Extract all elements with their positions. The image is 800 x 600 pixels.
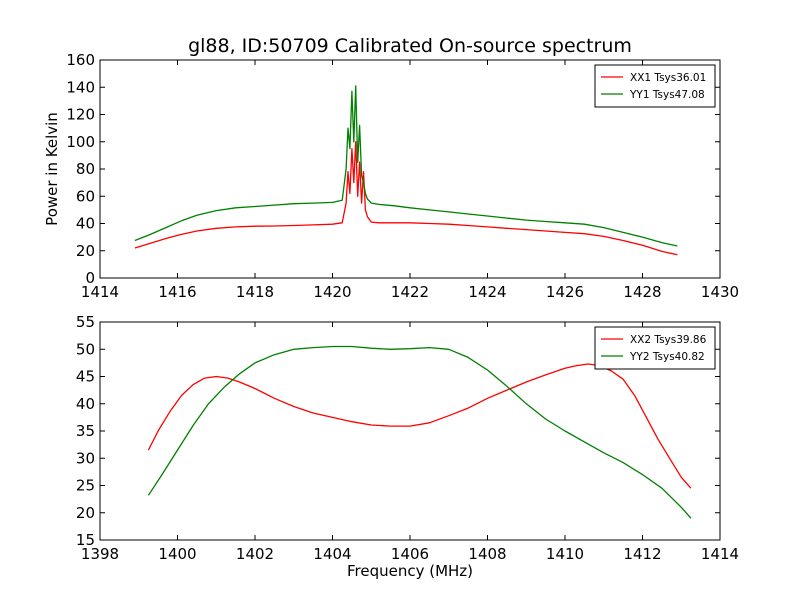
x-tick-label: 1414 bbox=[81, 283, 119, 301]
y-tick-label: 120 bbox=[66, 106, 95, 124]
y-tick-label: 15 bbox=[76, 531, 95, 549]
legend-box bbox=[594, 326, 716, 370]
y-tick-label: 100 bbox=[66, 133, 95, 151]
x-tick-label: 1404 bbox=[313, 545, 351, 563]
legend-label-2: YY2 Tsys40.82 bbox=[629, 351, 705, 363]
y-tick-label: 140 bbox=[66, 78, 95, 96]
x-tick-label: 1424 bbox=[468, 283, 506, 301]
y-tick-label: 45 bbox=[76, 368, 95, 386]
y-tick-label: 20 bbox=[76, 504, 95, 522]
x-tick-label: 1410 bbox=[546, 545, 584, 563]
x-tick-label: 1416 bbox=[158, 283, 196, 301]
y-axis-label: Power in Kelvin bbox=[43, 112, 61, 226]
x-tick-label: 1428 bbox=[623, 283, 661, 301]
y-tick-label: 35 bbox=[76, 422, 95, 440]
y-tick-label: 160 bbox=[66, 51, 95, 69]
series-line-2 bbox=[134, 85, 678, 247]
series-line-1 bbox=[147, 363, 692, 489]
y-tick-label: 50 bbox=[76, 340, 95, 358]
y-tick-label: 40 bbox=[76, 395, 95, 413]
y-tick-label: 25 bbox=[76, 477, 95, 495]
legend-box bbox=[594, 64, 716, 108]
y-tick-label: 0 bbox=[85, 269, 95, 287]
y-tick-label: 60 bbox=[76, 187, 95, 205]
y-tick-label: 55 bbox=[76, 313, 95, 331]
series-line-2 bbox=[147, 345, 692, 519]
y-tick-label: 20 bbox=[76, 242, 95, 260]
legend-label-1: XX2 Tsys39.86 bbox=[630, 334, 707, 346]
x-tick-label: 1414 bbox=[701, 545, 739, 563]
x-tick-label: 1422 bbox=[391, 283, 429, 301]
x-tick-label: 1400 bbox=[158, 545, 196, 563]
series-line-1 bbox=[134, 141, 678, 256]
x-tick-label: 1430 bbox=[701, 283, 739, 301]
top-plot: 1414 1416 1418 1420 1422 1424 1426 1428 1430 0 20 4… bbox=[43, 51, 739, 301]
x-tick-label: 1406 bbox=[391, 545, 429, 563]
chart-title: gl88, ID:50709 Calibrated On-source spec… bbox=[188, 35, 632, 57]
legend-label-1: XX1 Tsys36.01 bbox=[630, 72, 706, 84]
x-tick-label: 1420 bbox=[313, 283, 351, 301]
x-tick-label: 1408 bbox=[468, 545, 506, 563]
x-tick-label: 1418 bbox=[236, 283, 274, 301]
bottom-plot: 1398 1400 1402 1404 1406 1408 1410 1412 1414 15 20… bbox=[76, 313, 739, 580]
y-tick-label: 30 bbox=[76, 449, 95, 467]
y-tick-label: 80 bbox=[76, 160, 95, 178]
legend-label-2: YY1 Tsys47.08 bbox=[629, 89, 705, 101]
y-tick-label: 40 bbox=[76, 215, 95, 233]
x-axis-label: Frequency (MHz) bbox=[347, 562, 473, 580]
x-tick-label: 1426 bbox=[546, 283, 584, 301]
x-tick-label: 1412 bbox=[623, 545, 661, 563]
x-tick-label: 1398 bbox=[81, 545, 119, 563]
x-tick-label: 1402 bbox=[236, 545, 274, 563]
